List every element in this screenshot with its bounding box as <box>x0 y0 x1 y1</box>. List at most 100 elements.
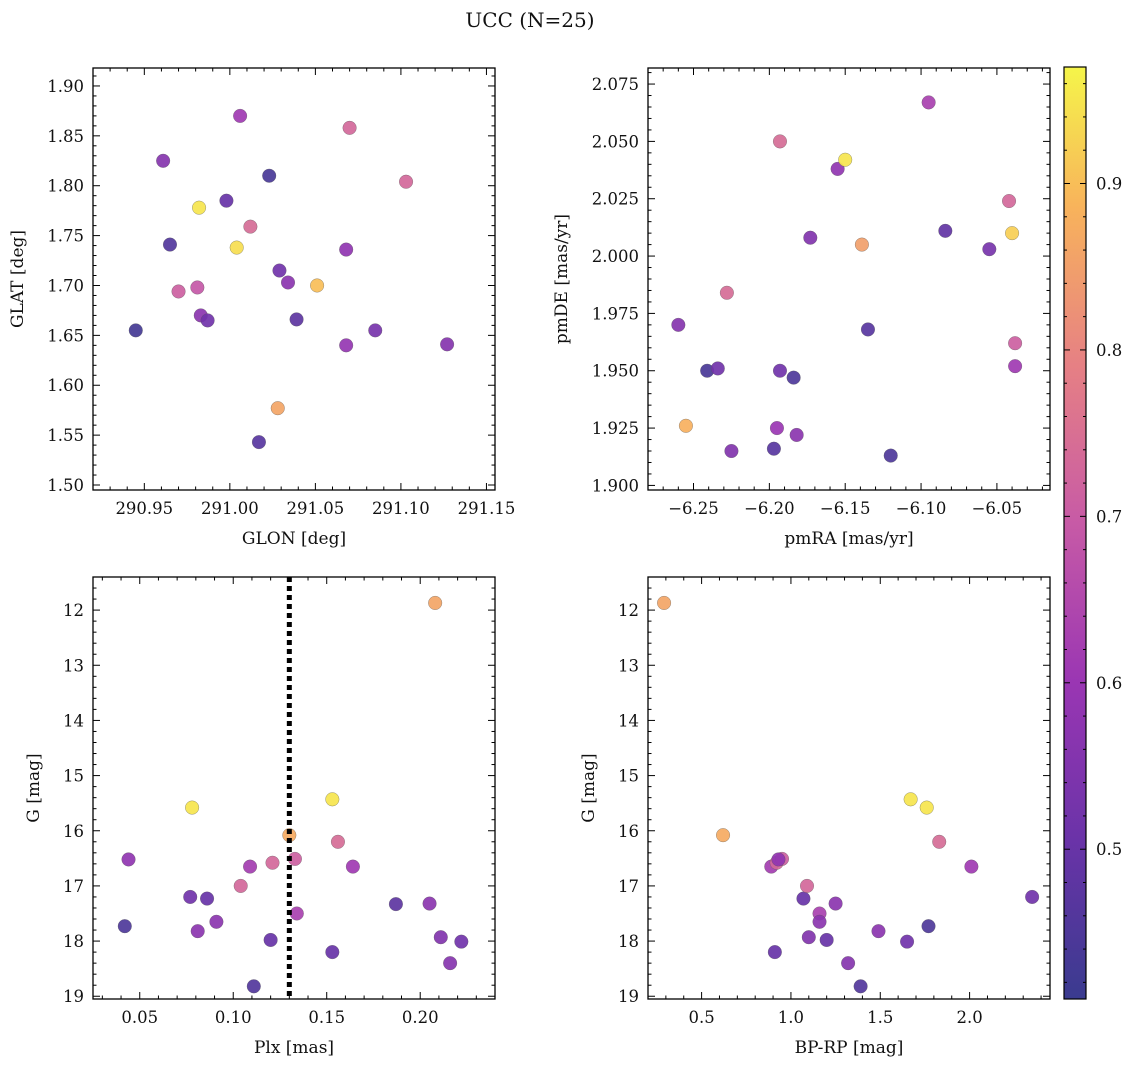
y-tick-label: 1.75 <box>47 227 84 246</box>
scatter-point <box>1005 226 1020 241</box>
x-tick-label: −6.05 <box>972 499 1023 518</box>
scatter-point <box>246 979 261 994</box>
scatter-point <box>272 263 287 278</box>
scatter-point <box>398 174 414 189</box>
x-tick-label: 291.05 <box>287 499 345 518</box>
scatter-point <box>156 153 171 168</box>
colorbar-tick-label: 0.8 <box>1096 341 1122 360</box>
scatter-point <box>270 401 285 416</box>
x-tick-label: 1.0 <box>778 1008 804 1027</box>
points <box>128 108 455 450</box>
scatter-point <box>233 878 248 893</box>
scatter-point <box>128 323 143 338</box>
panel-top-left: 290.95 291.00 291.05 291.10 291.15 1.50 1.55 1.… <box>8 67 515 549</box>
scatter-point <box>117 919 132 934</box>
scatter-point <box>769 421 784 436</box>
scatter-point <box>921 919 936 934</box>
scatter-point <box>678 418 693 433</box>
scatter-point <box>209 914 224 929</box>
scatter-point <box>724 443 739 459</box>
scatter-point <box>1025 889 1040 904</box>
scatter-point <box>801 930 816 945</box>
y-tick-label: 1.90 <box>47 77 84 96</box>
scatter-point <box>671 317 686 332</box>
x-tick-label: 0.05 <box>121 1008 158 1027</box>
scatter-point <box>657 595 672 610</box>
scatter-point <box>339 242 354 257</box>
y-tick-label: 1.950 <box>592 362 639 381</box>
scatter-point <box>251 435 266 450</box>
axes-frame <box>647 576 1051 1000</box>
scatter-point <box>185 800 200 815</box>
scatter-point <box>289 906 304 921</box>
y-tick-label: 17 <box>63 877 84 896</box>
scatter-point <box>812 914 827 929</box>
scatter-point <box>710 361 725 376</box>
scatter-point <box>325 792 340 807</box>
axes-frame <box>647 67 1051 491</box>
points <box>657 595 1040 994</box>
scatter-point <box>828 896 843 911</box>
y-tick-label: 1.975 <box>592 304 639 323</box>
scatter-point <box>440 337 455 352</box>
scatter-point <box>772 363 788 378</box>
scatter-point <box>428 595 443 610</box>
scatter-point <box>433 930 448 945</box>
x-tick-label: 291.00 <box>201 499 259 518</box>
scatter-point <box>345 859 360 874</box>
scatter-point <box>982 242 997 257</box>
x-tick-label: 0.20 <box>402 1008 439 1027</box>
y-tick-label: 13 <box>618 656 639 675</box>
points <box>671 95 1023 463</box>
y-tick-label: 18 <box>63 932 84 951</box>
scatter-point <box>789 427 804 443</box>
scatter-point <box>200 891 215 906</box>
scatter-point <box>853 979 868 994</box>
y-tick-label: 12 <box>63 601 84 620</box>
scatter-point <box>860 322 876 337</box>
y-tick-label: 15 <box>618 767 639 786</box>
scatter-point <box>121 852 136 867</box>
points <box>117 595 469 994</box>
x-tick-label: −6.15 <box>820 499 871 518</box>
y-tick-label: 1.50 <box>47 476 84 495</box>
x-tick-label: 0.5 <box>688 1008 714 1027</box>
x-tick-label: 291.10 <box>372 499 430 518</box>
colorbar-tick-label: 0.5 <box>1096 840 1122 859</box>
scatter-point <box>368 323 383 338</box>
scatter-point <box>263 932 278 948</box>
scatter-point <box>796 891 811 906</box>
y-tick-label: 1.55 <box>47 426 84 445</box>
scatter-point <box>422 896 437 911</box>
scatter-point <box>183 889 198 904</box>
y-tick-label: 2.025 <box>592 190 639 209</box>
scatter-point <box>964 859 979 874</box>
scatter-point <box>838 152 853 167</box>
scatter-point <box>921 95 936 110</box>
axes-frame <box>92 576 496 1000</box>
x-tick-label: −6.10 <box>896 499 947 518</box>
x-tick-label: 2.0 <box>956 1008 982 1027</box>
scatter-point <box>819 932 834 948</box>
scatter-point <box>1008 359 1023 374</box>
scatter-point <box>883 448 898 463</box>
scatter-point <box>772 134 788 149</box>
scatter-point <box>243 219 258 234</box>
scatter-point <box>443 956 458 971</box>
y-tick-label: 1.925 <box>592 419 639 438</box>
x-axis-label: GLON [deg] <box>242 529 346 549</box>
colorbar-tick-label: 0.7 <box>1096 507 1122 526</box>
scatter-point <box>803 230 818 245</box>
x-axis-label: pmRA [mas/yr] <box>784 529 913 549</box>
y-tick-label: 14 <box>618 711 639 730</box>
y-axis-label: G [mag] <box>24 753 44 822</box>
scatter-point <box>854 237 869 252</box>
y-tick-label: 1.65 <box>47 326 84 345</box>
ticks <box>93 576 496 999</box>
y-tick-label: 1.60 <box>47 376 84 395</box>
scatter-point <box>325 945 340 960</box>
x-tick-label: 0.15 <box>308 1008 345 1027</box>
colorbar-tick-label: 0.9 <box>1096 175 1122 194</box>
scatter-point <box>715 828 731 843</box>
x-tick-label: −6.20 <box>744 499 795 518</box>
